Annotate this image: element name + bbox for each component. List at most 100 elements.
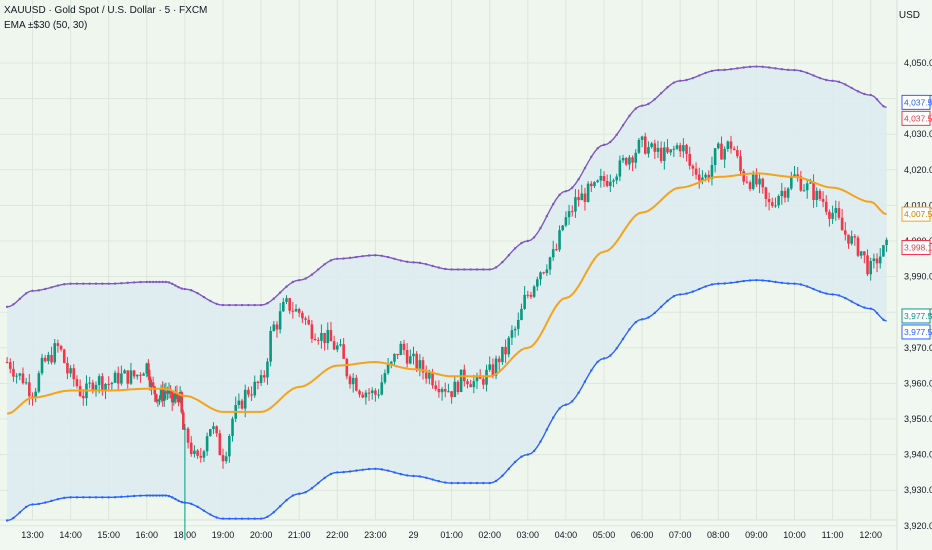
upper-band-dot xyxy=(621,124,625,127)
lower-band-dot xyxy=(215,516,218,519)
upper-band-dot xyxy=(704,71,707,75)
candle-body xyxy=(621,157,625,161)
candle-body xyxy=(139,374,142,376)
lower-band-dot xyxy=(348,470,352,473)
candle-body xyxy=(536,279,539,287)
lower-band-dot xyxy=(380,468,383,471)
candle-body xyxy=(424,372,428,379)
candle-body xyxy=(313,338,317,340)
lower-band-dot xyxy=(818,290,822,293)
upper-band-dot xyxy=(69,282,72,285)
candle-body xyxy=(717,143,720,149)
candle-body xyxy=(637,139,641,153)
lower-band-dot xyxy=(405,474,409,477)
candle-body xyxy=(155,394,158,402)
lower-band-dot xyxy=(615,347,618,350)
upper-band-dot xyxy=(812,74,815,77)
candle-body xyxy=(545,269,549,274)
lower-band-dot xyxy=(234,517,237,520)
candle-body xyxy=(431,372,434,386)
ema-line xyxy=(6,172,887,415)
candle-body xyxy=(101,376,104,391)
candle-body xyxy=(161,389,164,401)
candle-body xyxy=(262,375,266,378)
x-tick-label: 12:00 xyxy=(859,530,882,540)
symbol-title[interactable]: XAUUSD · Gold Spot / U.S. Dollar · 5 · F… xyxy=(4,5,208,16)
candle-body xyxy=(159,389,163,399)
candle-body xyxy=(221,455,225,462)
lower-band-dot xyxy=(469,481,472,485)
candle-body xyxy=(345,358,349,377)
candle-body xyxy=(28,382,31,397)
upper-band-dot xyxy=(405,260,409,264)
candle-body xyxy=(158,398,161,401)
candle-body xyxy=(475,375,479,382)
lower-band-dot xyxy=(329,472,333,476)
candle-body xyxy=(193,450,196,455)
candle-body xyxy=(615,176,618,181)
upper-band-dot xyxy=(615,133,618,136)
candle-body xyxy=(459,369,463,392)
lower-band-dot xyxy=(63,496,66,500)
candle-body xyxy=(269,331,272,362)
candle-body xyxy=(783,190,787,198)
candle-body xyxy=(297,309,301,313)
candle-body xyxy=(828,211,831,219)
candle-body xyxy=(501,346,504,363)
upper-band-dot xyxy=(837,80,841,84)
x-tick-label: 15:00 xyxy=(97,530,120,540)
candle-body xyxy=(147,363,150,377)
candle-body xyxy=(393,353,396,362)
lower-band-dot xyxy=(336,471,339,474)
upper-band-dot xyxy=(202,295,206,299)
indicator-title[interactable]: EMA ±$30 (50, 30) xyxy=(4,20,88,31)
lower-band-dot xyxy=(621,337,625,341)
lower-band-dot xyxy=(564,403,568,406)
candle-body xyxy=(132,370,136,377)
upper-band-dot xyxy=(710,69,714,73)
lower-band-dot xyxy=(158,494,161,497)
lower-band-dot xyxy=(44,501,47,504)
candle-body xyxy=(307,319,311,325)
lower-band-dot xyxy=(545,428,549,431)
upper-band-dot xyxy=(742,66,745,69)
candle-body xyxy=(97,376,101,385)
upper-band-dot xyxy=(513,247,517,250)
candle-body xyxy=(656,147,660,152)
lower-band-dot xyxy=(75,496,79,499)
candle-body xyxy=(707,174,711,179)
y-tick-label: 3,920.00 xyxy=(904,521,932,531)
candle-body xyxy=(399,343,403,355)
candle-body xyxy=(805,183,809,191)
candle-body xyxy=(812,182,815,201)
candle-body xyxy=(488,364,491,370)
candle-body xyxy=(663,147,666,161)
upper-band-dot xyxy=(806,71,809,75)
price-axis-panel xyxy=(897,0,932,550)
upper-band-dot xyxy=(190,289,193,292)
candle-body xyxy=(659,147,663,161)
candle-body xyxy=(120,373,123,384)
candle-body xyxy=(75,379,79,387)
candle-body xyxy=(682,145,685,152)
candle-body xyxy=(196,450,199,456)
upper-band-dot xyxy=(145,280,148,284)
candle-body xyxy=(355,377,358,391)
upper-band-dot xyxy=(139,280,142,284)
lower-band-dot xyxy=(577,391,580,394)
lower-band-dot xyxy=(310,487,314,490)
candle-body xyxy=(755,174,758,185)
candle-body xyxy=(764,187,768,199)
candle-body xyxy=(177,396,180,403)
lower-band-dot xyxy=(685,292,688,295)
x-tick-label: 16:00 xyxy=(136,530,159,540)
lower-band-dot xyxy=(94,496,98,499)
candle-body xyxy=(361,394,364,398)
candle-body xyxy=(291,310,295,312)
lower-band-dot xyxy=(717,282,720,285)
candle-body xyxy=(69,368,72,374)
candle-body xyxy=(713,148,717,165)
candle-body xyxy=(104,383,107,391)
candle-body xyxy=(824,201,828,212)
